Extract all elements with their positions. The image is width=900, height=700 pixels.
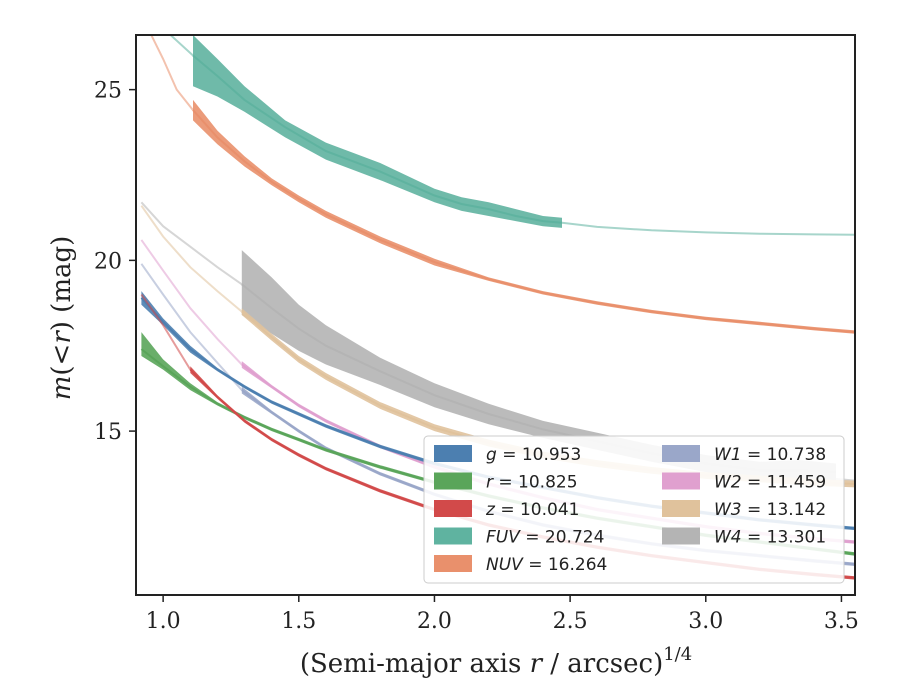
series-w2-inner-extrapolation [140,239,243,366]
x-tick-label: 3.0 [688,609,723,634]
legend-swatch-nuv [434,555,472,572]
legend-label-g: g = 10.953 [486,445,581,465]
legend-label-w3: W3 = 13.142 [714,500,826,520]
series-fuv-band [193,35,562,228]
legend-swatch-w3 [662,500,700,517]
series-fuv [169,35,855,236]
series-fuv-outer-extrapolation [561,221,855,236]
legend-item-w2: W2 = 11.459 [662,472,826,493]
legend-box [423,435,845,584]
legend-item-r: r = 10.825 [434,472,578,493]
plot-frame [135,34,856,596]
legend-label-nuv: NUV = 16.264 [486,555,607,575]
legend-item-w1: W1 = 10.738 [662,445,826,465]
series-z-inner-extrapolation [140,293,192,371]
series-w3-inner-extrapolation [140,205,243,313]
legend-item-fuv: FUV = 20.724 [434,527,604,548]
series-w1-inner-extrapolation [140,263,243,391]
legend-item-z: z = 10.041 [434,500,579,520]
legend-item-nuv: NUV = 16.264 [434,555,607,575]
legend-swatch-g [434,445,472,462]
legend-label-r: r = 10.825 [486,473,578,493]
legend-item-w4: W4 = 13.301 [662,527,826,548]
legend-label-w1: W1 = 10.738 [714,445,826,465]
y-axis: 15 20 25 [94,79,136,445]
series-nuv [150,35,855,334]
legend: g = 10.953 r = 10.825 z = 10.041 FUV = 20.7… [423,435,845,584]
y-axis-title: m(<r) (mag) [47,236,77,401]
series-fuv-inner-extrapolation [169,35,194,57]
legend-item-w3: W3 = 13.142 [662,500,826,520]
x-tick-label: 1.5 [281,609,316,634]
legend-label-w2: W2 = 11.459 [714,473,826,493]
x-axis: 1.0 1.5 2.0 2.5 3.0 3.5 [146,595,859,634]
y-tick-label: 25 [94,79,122,104]
x-tick-label: 1.0 [146,609,181,634]
x-axis-title: (Semi-major axis r / arcsec)1/4 [300,644,692,679]
legend-label-w4: W4 = 13.301 [714,528,826,548]
series-nuv-inner-extrapolation [150,35,194,111]
legend-label-z: z = 10.041 [485,500,579,520]
legend-item-g: g = 10.953 [434,445,581,465]
x-tick-label: 3.5 [824,609,859,634]
y-tick-label: 20 [94,249,122,274]
legend-swatch-w4 [662,527,700,545]
x-tick-label: 2.5 [553,609,588,634]
series-w4-band [241,250,837,481]
legend-swatch-w1 [662,445,700,462]
y-tick-label: 15 [94,420,122,445]
series-w4-inner-extrapolation [140,201,243,286]
series-fuv-line [192,54,563,224]
x-tick-label: 2.0 [417,609,452,634]
legend-swatch-fuv [434,527,472,545]
curve-layer [140,35,855,580]
series-nuv-line [192,109,855,334]
legend-label-fuv: FUV = 20.724 [486,528,604,548]
legend-swatch-r [434,472,472,490]
legend-swatch-w2 [662,472,700,490]
legend-swatch-z [434,500,472,517]
